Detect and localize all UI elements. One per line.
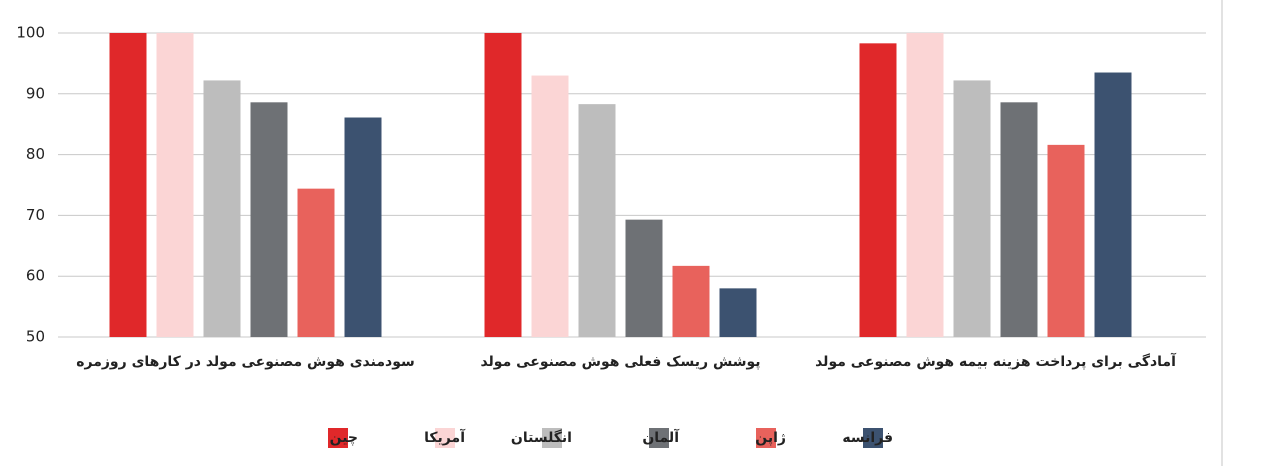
y-tick-label: 90: [26, 84, 45, 102]
y-tick-label: 80: [26, 145, 45, 163]
x-tick-label: پوشش ریسک فعلی هوش مصنوعی مولد: [480, 354, 760, 370]
legend-swatch: [756, 428, 776, 448]
legend-swatch: [649, 428, 669, 448]
x-tick-label: سودمندی هوش مصنوعی مولد در کارهای روزمره: [76, 354, 415, 370]
legend-label: آلمان: [642, 428, 680, 446]
y-tick-label: 70: [26, 206, 45, 224]
bar: [250, 102, 288, 337]
bar: [531, 75, 569, 337]
bar: [859, 43, 897, 337]
bar: [1047, 144, 1085, 337]
bar: [203, 80, 241, 337]
legend-swatch: [328, 428, 348, 448]
bar: [156, 33, 194, 337]
legend-swatch: [863, 428, 883, 448]
legend-label: چین: [330, 430, 358, 446]
bar: [672, 265, 710, 337]
legend-label: انگلستان: [511, 429, 572, 446]
bar: [297, 188, 335, 337]
bar: [578, 104, 616, 337]
legend-swatch: [435, 428, 455, 448]
legend-label: ژاپن: [755, 430, 786, 446]
bar: [906, 33, 944, 337]
bar: [953, 80, 991, 337]
bar: [344, 117, 382, 338]
x-tick-label: آمادگی برای پرداخت هزینه بیمه هوش مصنوعی…: [815, 352, 1177, 370]
y-tick-label: 50: [26, 328, 45, 346]
bar: [719, 288, 757, 337]
bar: [1000, 102, 1038, 337]
legend-label: آمریکا: [424, 428, 466, 446]
bar: [109, 33, 147, 337]
y-tick-label: 100: [16, 24, 45, 42]
legend-label: فرانسه: [842, 430, 893, 446]
y-tick-label: 60: [26, 267, 45, 285]
bar: [1094, 72, 1132, 338]
bar: [484, 33, 522, 337]
bar: [625, 219, 663, 337]
legend-swatch: [542, 428, 562, 448]
